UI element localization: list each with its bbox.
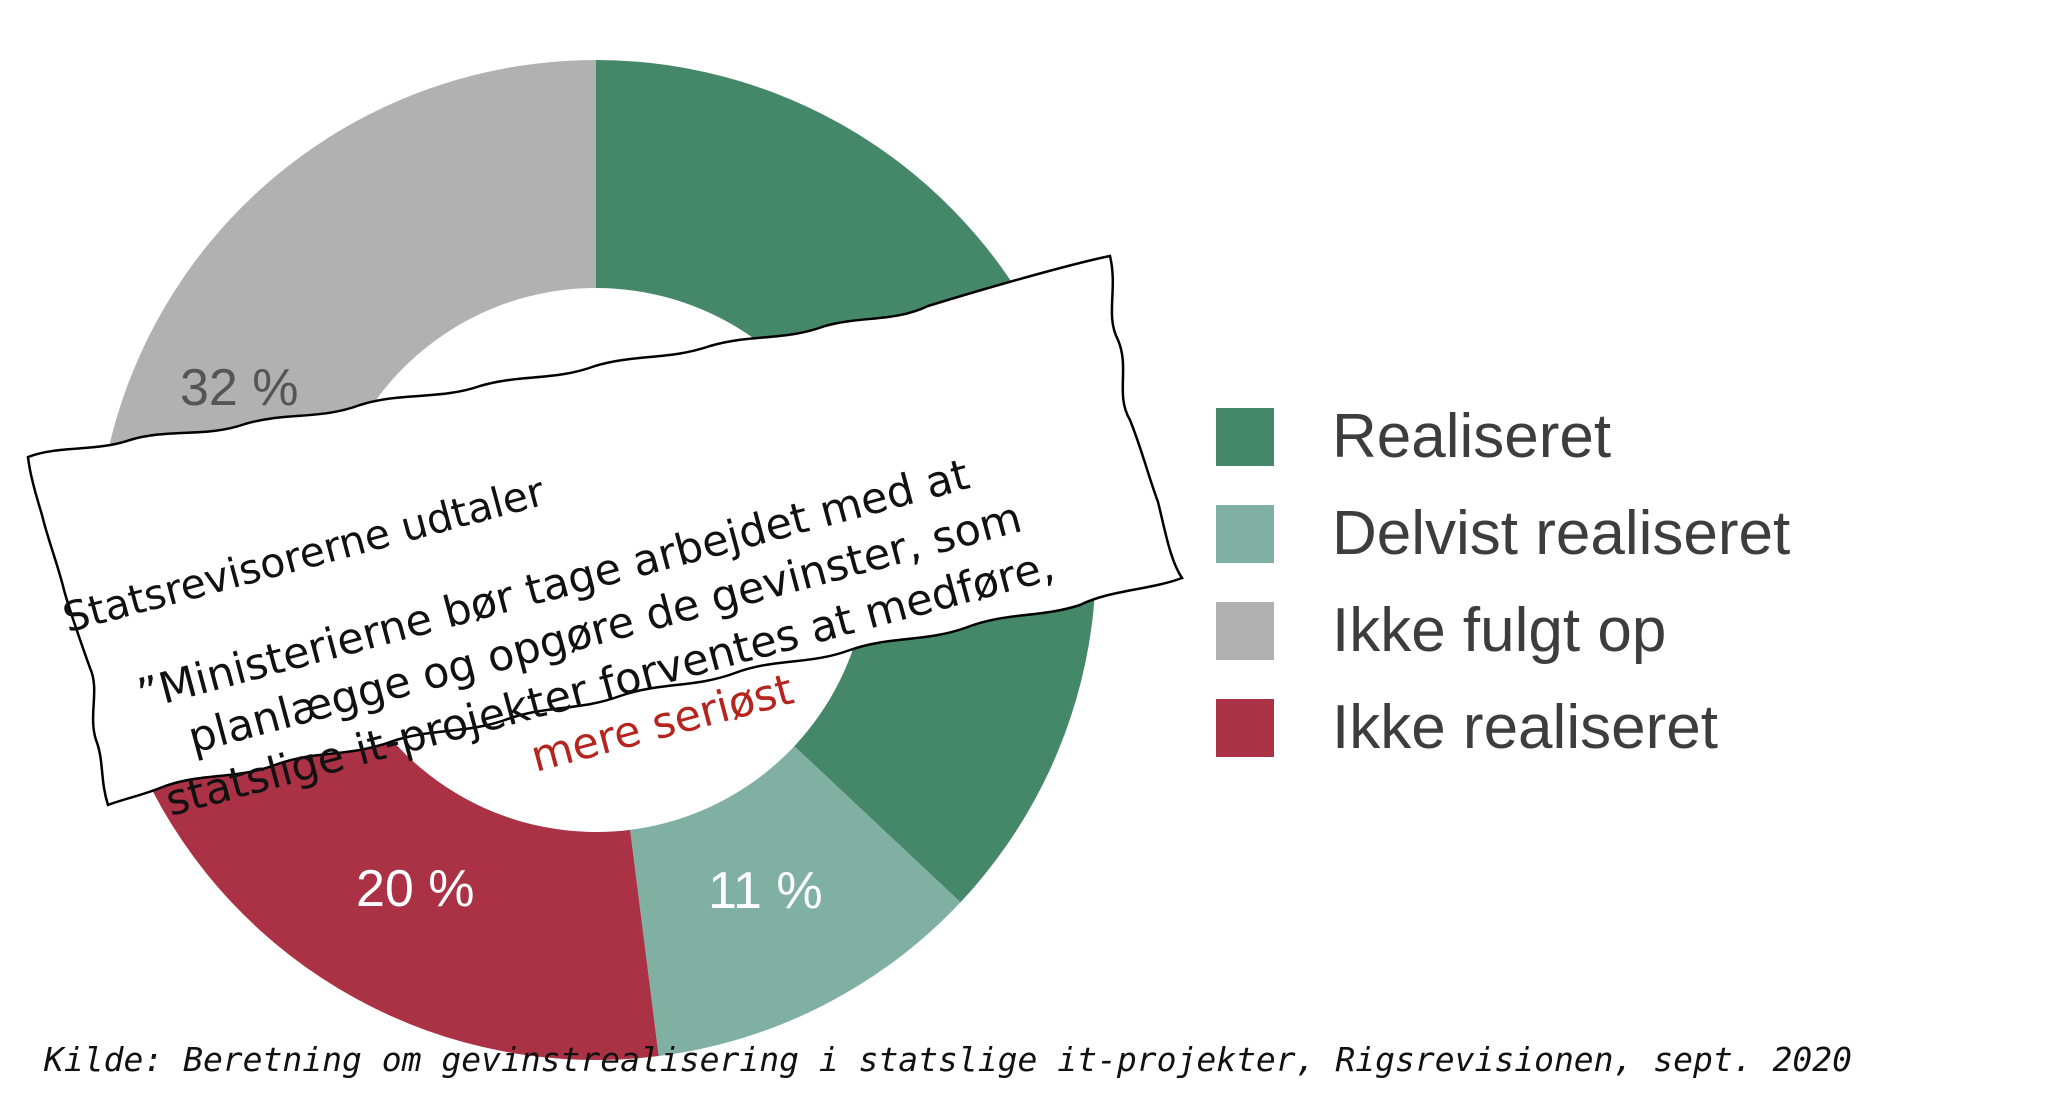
donut-slice-ikke-realiseret [143,675,659,1060]
legend-label: Ikke fulgt op [1332,596,1667,665]
legend-label: Ikke realiseret [1332,693,1718,762]
source-caption: Kilde: Beretning om gevinstrealisering i… [44,1040,1852,1079]
legend-label: Delvist realiseret [1332,499,1791,568]
donut-slice-realiseret [596,60,1096,903]
legend-item-ikke-fulgt-op: Ikke fulgt op [1216,582,1790,679]
legend-item-ikke-realiseret: Ikke realiseret [1216,679,1790,776]
legend-swatch [1216,407,1274,466]
legend-swatch [1216,698,1274,757]
note-paper [26,254,1184,807]
legend-swatch [1216,601,1274,660]
value-label-ikke-fulgt-op: 32 % [180,359,299,417]
chart-legend: Realiseret Delvist realiseret Ikke fulgt… [1216,388,1790,776]
value-label-delvist-realiseret: 11 % [708,862,823,920]
legend-item-realiseret: Realiseret [1216,388,1790,485]
legend-item-delvist-realiseret: Delvist realiseret [1216,485,1790,582]
legend-swatch [1216,504,1274,563]
value-label-ikke-realiseret: 20 % [356,860,475,918]
legend-label: Realiseret [1332,402,1612,471]
donut-slice-delvist-realiseret [630,746,961,1057]
